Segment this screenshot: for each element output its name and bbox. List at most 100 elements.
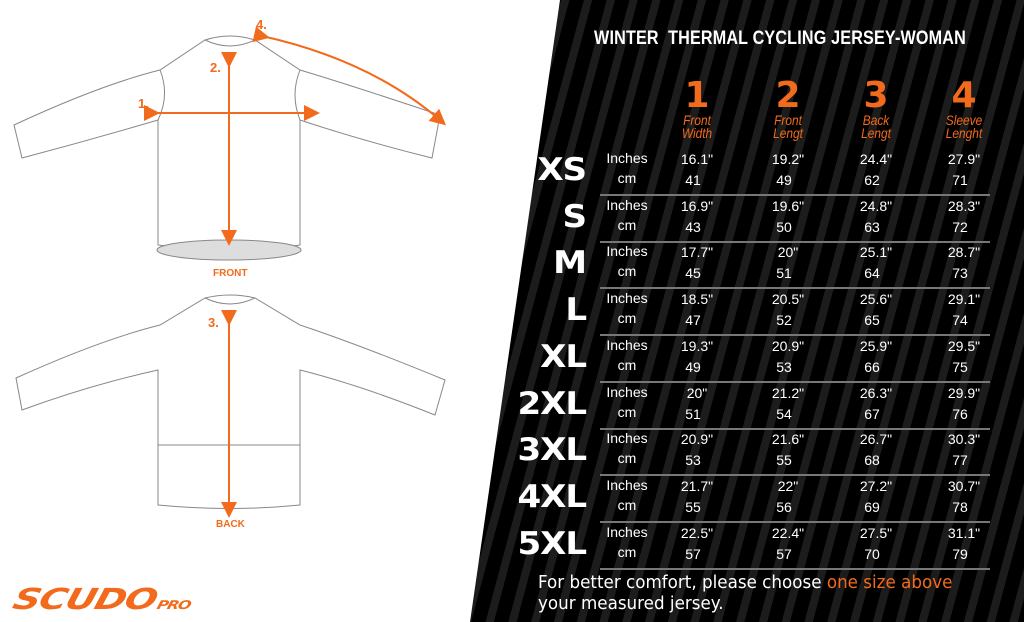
value-cm: 65	[864, 312, 880, 329]
value-inches: 26.7"	[859, 431, 893, 448]
value-cm: 74	[952, 312, 968, 329]
size-label: 4XL	[517, 478, 588, 515]
size-label: 2XL	[517, 385, 588, 422]
column-number: 2	[775, 75, 801, 116]
value-inches: 29.5"	[947, 337, 981, 354]
value-inches: 22.5"	[680, 524, 714, 541]
value-inches: 27.9"	[947, 151, 981, 167]
marker-2: 2.	[210, 60, 221, 75]
value-inches: 19.6"	[771, 197, 805, 214]
size-label: XL	[540, 338, 587, 375]
value-inches: 21.7"	[680, 477, 714, 494]
value-cm: 67	[864, 405, 880, 422]
value-inches: 21.2"	[771, 384, 805, 401]
value-cm: 75	[952, 358, 968, 375]
back-label: BACK	[216, 519, 245, 530]
value-cm: 51	[685, 405, 701, 422]
value-cm: 52	[776, 312, 792, 329]
value-inches: 24.8"	[859, 197, 893, 214]
value-inches: 25.6"	[859, 291, 893, 308]
value-cm: 55	[776, 452, 792, 469]
value-inches: 17.7"	[680, 244, 714, 261]
value-cm: 78	[952, 498, 968, 515]
unit-cm: cm	[617, 403, 637, 420]
unit-cm: cm	[617, 496, 637, 513]
value-cm: 70	[864, 545, 880, 562]
value-inches: 26.3"	[859, 384, 893, 401]
fit-note: For better comfort, please choose one si…	[538, 572, 953, 614]
measurement-arrows	[144, 26, 447, 518]
value-cm: 72	[952, 218, 968, 235]
value-inches: 31.1"	[947, 524, 981, 541]
unit-inches: Inches	[606, 243, 648, 260]
value-inches: 19.3"	[680, 337, 714, 354]
value-cm: 57	[685, 545, 701, 562]
row-divider	[600, 567, 990, 570]
marker-3: 3.	[208, 315, 219, 330]
value-cm: 41	[685, 172, 701, 188]
value-inches: 29.9"	[947, 384, 981, 401]
value-cm: 43	[685, 218, 701, 235]
value-inches: 28.7"	[947, 244, 981, 261]
column-name: Sleeve Lenght	[945, 112, 983, 141]
row-divider	[600, 334, 990, 337]
value-cm: 47	[685, 312, 701, 329]
row-divider	[600, 380, 990, 383]
value-inches: 22.4"	[771, 524, 805, 541]
unit-inches: Inches	[606, 430, 648, 447]
value-cm: 71	[952, 172, 968, 188]
value-cm: 62	[864, 172, 880, 188]
unit-inches: Inches	[606, 523, 648, 540]
unit-cm: cm	[617, 216, 637, 233]
value-cm: 56	[776, 498, 792, 515]
value-cm: 66	[864, 358, 880, 375]
size-label: 5XL	[517, 525, 588, 562]
value-inches: 22"	[777, 477, 799, 494]
value-cm: 79	[952, 545, 968, 562]
value-cm: 53	[685, 452, 701, 469]
value-inches: 25.9"	[859, 337, 893, 354]
value-inches: 24.4"	[859, 151, 893, 167]
value-cm: 57	[776, 545, 792, 562]
value-inches: 20.5"	[771, 291, 805, 308]
value-inches: 27.5"	[859, 524, 893, 541]
back-jersey-outline	[15, 294, 446, 509]
unit-inches: Inches	[606, 383, 648, 400]
value-cm: 76	[952, 405, 968, 422]
column-number: 4	[951, 75, 977, 116]
size-label: M	[553, 245, 587, 282]
value-inches: 16.1"	[680, 151, 714, 167]
value-inches: 20"	[686, 384, 708, 401]
row-divider	[600, 427, 990, 430]
column-number: 3	[863, 75, 889, 116]
scudo-logo: SCUDOPRO	[9, 582, 192, 616]
value-cm: 50	[776, 218, 792, 235]
row-divider	[600, 287, 990, 290]
front-label: FRONT	[213, 268, 248, 279]
row-divider	[600, 240, 990, 243]
unit-inches: Inches	[606, 476, 648, 493]
unit-inches: Inches	[606, 150, 648, 166]
column-name: Front Width	[681, 112, 713, 141]
front-jersey-outline	[13, 35, 441, 261]
value-inches: 20"	[777, 244, 799, 261]
unit-cm: cm	[617, 310, 637, 327]
unit-cm: cm	[617, 170, 637, 186]
value-inches: 25.1"	[859, 244, 893, 261]
column-number: 1	[684, 75, 710, 116]
value-inches: 30.3"	[947, 431, 981, 448]
unit-cm: cm	[617, 543, 637, 560]
chart-title: WINTER THERMAL CYCLING JERSEY-WOMAN	[594, 28, 966, 49]
value-inches: 18.5"	[680, 291, 714, 308]
value-inches: 20.9"	[771, 337, 805, 354]
row-divider	[600, 520, 990, 523]
unit-cm: cm	[617, 356, 637, 373]
size-label: XS	[537, 152, 587, 188]
row-divider	[600, 194, 990, 196]
value-cm: 54	[776, 405, 792, 422]
unit-cm: cm	[617, 450, 637, 467]
value-cm: 68	[864, 452, 880, 469]
value-inches: 20.9"	[680, 431, 714, 448]
value-inches: 30.7"	[947, 477, 981, 494]
